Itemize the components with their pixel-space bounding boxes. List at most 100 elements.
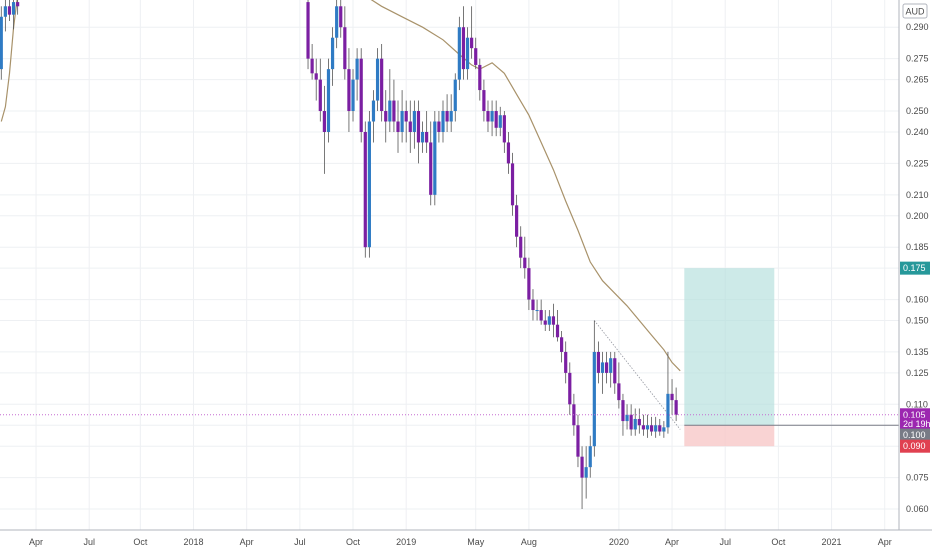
candle bbox=[335, 0, 339, 49]
x-tick-label: Apr bbox=[29, 537, 43, 547]
candle bbox=[539, 299, 543, 325]
candle bbox=[453, 73, 457, 122]
candle bbox=[437, 111, 441, 143]
candle-body bbox=[584, 467, 588, 478]
candle bbox=[420, 121, 425, 153]
candle-body bbox=[600, 362, 605, 373]
y-tick-label: 0.060 bbox=[906, 504, 929, 514]
candle-body bbox=[502, 115, 506, 143]
candle-body bbox=[306, 2, 310, 59]
candle bbox=[3, 0, 7, 32]
candle-body bbox=[494, 111, 498, 128]
candle bbox=[654, 416, 658, 438]
candle bbox=[580, 446, 584, 510]
candle bbox=[461, 6, 466, 80]
price-label: 0.100 bbox=[900, 428, 930, 442]
candle bbox=[347, 48, 351, 132]
y-tick-label: 0.150 bbox=[906, 316, 929, 326]
y-tick-label: 0.240 bbox=[906, 127, 929, 137]
candle-body bbox=[322, 111, 326, 132]
candle-body bbox=[478, 64, 482, 91]
x-tick-label: Jul bbox=[294, 537, 306, 547]
y-tick-label: 0.210 bbox=[906, 190, 929, 200]
candle-body bbox=[535, 310, 539, 312]
candle-body bbox=[641, 425, 646, 430]
candle-body bbox=[318, 79, 322, 112]
candle bbox=[314, 58, 318, 101]
candle-body bbox=[330, 37, 335, 70]
candle-body bbox=[621, 400, 625, 422]
candle-body bbox=[388, 100, 392, 122]
candle-body bbox=[412, 111, 416, 132]
candle bbox=[547, 310, 551, 331]
candle bbox=[326, 58, 331, 143]
loss-zone[interactable] bbox=[684, 425, 775, 447]
candle bbox=[371, 90, 376, 143]
candle-body bbox=[465, 37, 470, 70]
candle bbox=[613, 351, 617, 394]
candle-body bbox=[453, 79, 457, 112]
candle-body bbox=[645, 425, 650, 430]
candle bbox=[674, 387, 678, 422]
candle-body bbox=[384, 111, 388, 122]
x-tick-label: Apr bbox=[240, 537, 254, 547]
candle bbox=[470, 6, 474, 59]
x-tick-label: 2021 bbox=[822, 537, 842, 547]
candle-body bbox=[392, 100, 396, 122]
candle bbox=[351, 69, 355, 122]
candle bbox=[412, 100, 416, 149]
candle-body bbox=[674, 400, 678, 415]
candle-body bbox=[568, 372, 572, 405]
candle-body bbox=[629, 414, 633, 430]
currency-badge[interactable]: AUD bbox=[902, 3, 928, 19]
x-tick-label: 2019 bbox=[396, 537, 416, 547]
candle bbox=[449, 94, 453, 132]
candle bbox=[510, 152, 515, 216]
candle-body bbox=[560, 337, 564, 352]
candle-body bbox=[470, 37, 474, 49]
x-tick-label: 2020 bbox=[609, 537, 629, 547]
profit-zone[interactable] bbox=[684, 268, 775, 426]
candle bbox=[625, 404, 629, 430]
candle bbox=[384, 90, 388, 143]
candle-body bbox=[588, 446, 592, 468]
candle bbox=[400, 90, 404, 143]
x-tick-label: Aug bbox=[521, 537, 537, 547]
moving-average bbox=[0, 0, 681, 372]
candle-body bbox=[633, 418, 637, 430]
x-tick-label: Apr bbox=[878, 537, 892, 547]
candle-body bbox=[0, 16, 3, 70]
position-tool[interactable] bbox=[684, 268, 899, 447]
candle bbox=[457, 16, 461, 91]
candle-body bbox=[433, 121, 437, 195]
candle bbox=[605, 351, 609, 384]
candle-body bbox=[596, 351, 601, 373]
price-label-text: 0.100 bbox=[903, 430, 926, 440]
candle-body bbox=[625, 414, 629, 422]
candle-body bbox=[592, 351, 596, 447]
candle-body bbox=[396, 121, 400, 132]
candle-body bbox=[425, 131, 429, 143]
x-tick-label: Oct bbox=[133, 537, 148, 547]
price-label: 0.175 bbox=[900, 261, 930, 275]
candle-body bbox=[649, 425, 654, 432]
candle-body bbox=[613, 358, 617, 384]
candle-body bbox=[482, 90, 486, 112]
trendline[interactable] bbox=[594, 320, 681, 430]
candles bbox=[0, 0, 678, 510]
x-axis-ticks: Apr Jul Oct 2018 Apr Jul Oct 2019 May Aug 2020 Apr J… bbox=[29, 537, 892, 547]
candle-body bbox=[416, 111, 421, 143]
trendline-layer[interactable] bbox=[594, 320, 681, 430]
price-label: 0.090 bbox=[900, 439, 930, 453]
candle-body bbox=[506, 142, 511, 164]
candle-body bbox=[359, 58, 363, 132]
candle bbox=[535, 299, 539, 321]
price-label-text: 0.105 bbox=[903, 410, 926, 420]
candle-body bbox=[547, 316, 551, 325]
candle bbox=[408, 100, 412, 153]
candle bbox=[670, 379, 674, 415]
candle-body bbox=[343, 27, 347, 70]
candle-body bbox=[441, 111, 445, 132]
